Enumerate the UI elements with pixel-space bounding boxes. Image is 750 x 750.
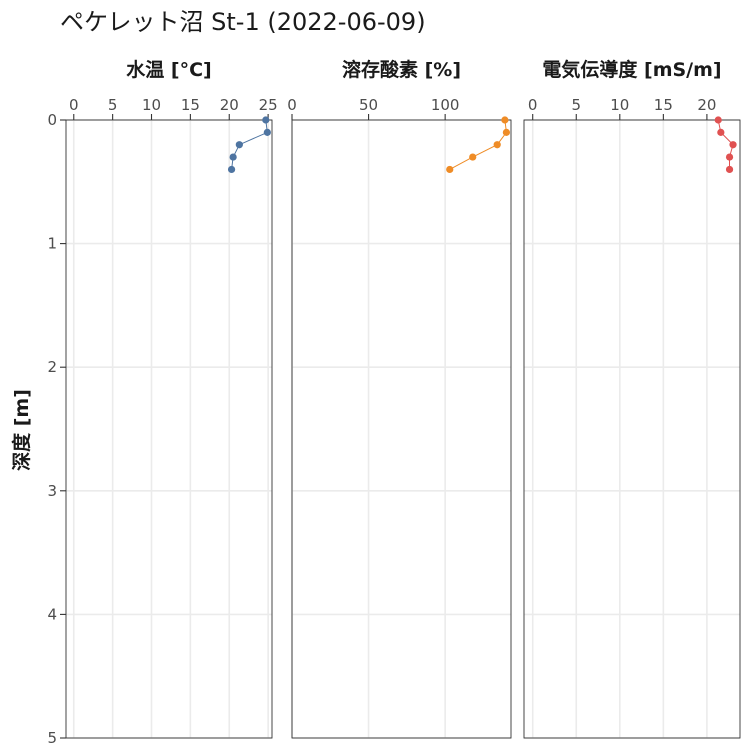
data-point [263, 128, 271, 136]
x-tick-label: 20 [697, 96, 716, 114]
panel-1: 水温 [°C] 0 5 10 15 20 25 [65, 59, 278, 739]
x-tick-label: 20 [220, 96, 239, 114]
x-tick-label: 0 [287, 96, 297, 114]
x-tick-label: 15 [181, 96, 200, 114]
data-point [502, 128, 511, 136]
data-point [235, 141, 243, 149]
data-point [229, 153, 237, 161]
panel-2: 溶存酸素 [%] 0 50 100 [287, 58, 512, 739]
data-point [725, 165, 734, 174]
x-tick-label: 50 [359, 96, 378, 114]
panel-title: 溶存酸素 [%] [342, 58, 461, 81]
y-tick-label: 5 [47, 729, 57, 747]
data-point [469, 153, 477, 161]
data-point [493, 141, 501, 149]
data-point [714, 116, 722, 124]
x-tick-label: 25 [259, 96, 278, 114]
y-tick-label: 2 [47, 358, 57, 376]
panel-3: 電気伝導度 [mS/m]0 5 10 15 20 [523, 58, 741, 739]
data-point [262, 116, 270, 124]
y-tick-label: 4 [47, 605, 57, 623]
chart-title: ペケレット沼 St-1 (2022-06-09) [60, 8, 426, 36]
y-tick-label: 1 [47, 235, 57, 253]
x-tick-label: 100 [431, 96, 460, 114]
data-point [725, 153, 734, 161]
panel-frame [523, 119, 741, 739]
data-point [227, 165, 236, 174]
data-point [446, 165, 454, 174]
x-tick-label: 5 [108, 96, 118, 114]
x-tick-label: 0 [528, 96, 538, 114]
data-point [717, 128, 725, 136]
panel-title: 水温 [°C] [126, 59, 211, 81]
y-axis: 0 1 2 3 4 5 [47, 111, 66, 747]
x-tick-label: 10 [610, 96, 629, 114]
panel-title: 電気伝導度 [mS/m] [542, 58, 721, 81]
y-axis-title: 深度 [m] [10, 389, 33, 471]
x-tick-label: 15 [654, 96, 673, 114]
x-tick-label: 0 [69, 96, 79, 114]
y-tick-label: 0 [47, 111, 57, 129]
data-point [729, 141, 737, 149]
panel-frame [65, 119, 273, 739]
x-tick-label: 5 [571, 96, 581, 114]
x-tick-label: 10 [142, 96, 161, 114]
y-tick-label: 3 [47, 482, 57, 500]
data-point [501, 116, 509, 124]
panel-frame [291, 119, 512, 739]
